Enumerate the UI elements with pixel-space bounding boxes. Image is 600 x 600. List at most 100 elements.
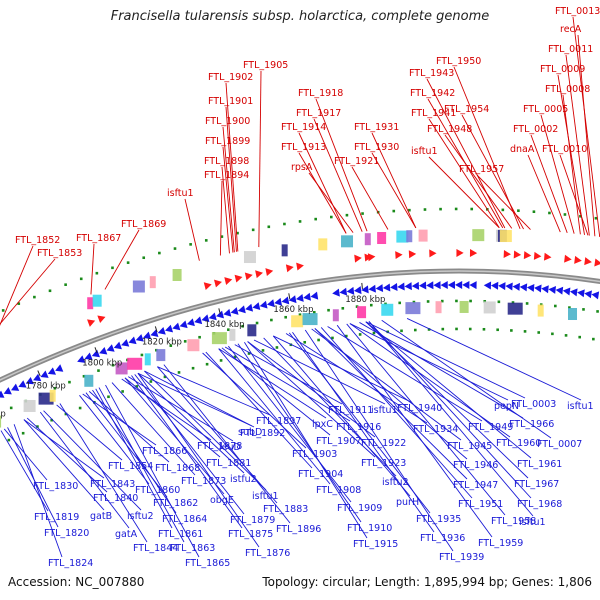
scale-tick-label: 1860 kbp [273, 305, 313, 315]
forward-leader-line [371, 132, 417, 229]
track-dot [270, 318, 273, 322]
track-dot [191, 366, 195, 370]
reverse-gene-arrow [91, 349, 100, 358]
reverse-gene-label: FTL_1865 [185, 558, 230, 569]
reverse-leader-line [304, 329, 454, 552]
forward-leader-line [559, 154, 589, 236]
track-dot [189, 243, 192, 246]
track-dot [596, 310, 599, 313]
track-dot [439, 207, 442, 211]
track-dot [68, 380, 71, 384]
reverse-gene-label: FTL_1824 [48, 558, 93, 569]
reverse-leader-line [137, 372, 260, 548]
reverse-gene-label: FTL_1945 [447, 441, 492, 452]
reverse-gene-arrow [194, 316, 203, 325]
feature-color-blocks [0, 229, 578, 428]
track-dot [345, 334, 348, 338]
reverse-leader-line [26, 417, 108, 493]
reverse-gene-label: FTL_1883 [263, 504, 308, 515]
forward-gene-label: FTL_1931 [354, 122, 399, 133]
forward-leader-line [219, 180, 223, 256]
reverse-gene-label: FTL_1967 [514, 479, 559, 490]
forward-leader-line [562, 94, 581, 235]
forward-leader-line [565, 54, 590, 236]
reverse-leader-line [247, 341, 376, 458]
inner-feature-block [507, 302, 523, 315]
forward-leader-line [258, 70, 262, 248]
forward-gene-arrow [584, 257, 592, 266]
inner-feature-block [0, 415, 2, 428]
reverse-leader-line [288, 332, 431, 514]
track-dot [345, 213, 349, 217]
forward-gene-arrow [296, 262, 304, 271]
track-dot [355, 305, 359, 308]
reverse-gene-arrow [121, 339, 130, 347]
forward-gene-arrow [364, 253, 373, 262]
forward-leader-line [428, 118, 500, 228]
forward-gene-label: rpsA [291, 162, 313, 173]
track-dot [97, 369, 100, 372]
reverse-gene-arrow [77, 355, 86, 363]
inner-feature-block [229, 328, 236, 341]
track-dot [592, 337, 595, 341]
track-dot [17, 302, 21, 305]
reverse-gene-arrow [526, 283, 535, 292]
reverse-gene-arrow [186, 318, 195, 327]
track-dot [483, 299, 487, 303]
reverse-leader-line [285, 333, 428, 424]
reverse-gene-labels: FTL_1830 FTL_1819 FTL_1820 FTL_1824 FTL_1843… [33, 399, 594, 569]
reverse-gene-arrow [216, 310, 224, 319]
forward-leader-line [90, 243, 95, 295]
forward-gene-label: FTL_1869 [121, 219, 166, 230]
reverse-gene-label: FTL_1863 [170, 543, 215, 554]
track-dot [111, 266, 114, 270]
reverse-leader-line [272, 335, 411, 497]
track-dot [163, 375, 167, 379]
reverse-leader-line [98, 387, 185, 543]
reverse-leader-line [131, 375, 243, 529]
topology-text: Topology: circular; Length: 1,895,994 bp… [262, 575, 592, 589]
track-dot [470, 207, 474, 211]
reverse-gene-arrow [483, 281, 492, 290]
forward-gene-label: FTL_1901 [208, 96, 253, 107]
inner-feature-block [302, 313, 318, 326]
reverse-gene-label: FTL_1966 [509, 419, 554, 430]
track-dot [183, 340, 187, 343]
forward-gene-arrow [564, 254, 572, 263]
reverse-gene-label: FTL_1960 [496, 438, 541, 449]
reverse-gene-label: FTL_1843 [90, 479, 135, 490]
forward-gene-arrow [395, 251, 403, 260]
inner-feature-block [435, 301, 442, 314]
track-dot [412, 300, 416, 304]
track-dot [392, 209, 396, 213]
forward-gene-label: recA [560, 24, 582, 35]
reverse-leader-line [13, 424, 63, 558]
track-dot [497, 300, 501, 304]
track-dot [440, 299, 444, 303]
scale-tick-label: 1760 kbp [0, 409, 6, 419]
reverse-gene-label: pepN [494, 401, 519, 412]
reverse-leader-line [163, 364, 291, 524]
reverse-gene-arrow [555, 286, 564, 295]
reverse-gene-arrow [223, 308, 232, 317]
inner-feature-block [187, 339, 200, 352]
reverse-leader-line [23, 419, 105, 479]
reverse-gene-arrow [382, 283, 391, 292]
reverse-leader-line [346, 323, 506, 516]
forward-gene-arrow [469, 249, 478, 258]
track-dot [7, 438, 11, 442]
track-dot [455, 327, 458, 331]
reverse-gene-arrow [150, 329, 159, 337]
reverse-gene-label: FTL_1854 [108, 461, 153, 472]
reverse-gene-label: FTL_1861 [158, 529, 203, 540]
reverse-gene-label: FTL_1907 [316, 436, 361, 447]
scale-tick [154, 326, 158, 333]
forward-gene-label: FTL_1899 [205, 136, 250, 147]
reverse-leader-line [365, 321, 532, 459]
forward-gene-arrow [224, 277, 233, 285]
track-dot [251, 228, 255, 232]
track-dot [36, 425, 39, 428]
outer-feature-block [92, 294, 102, 307]
track-dot [548, 211, 551, 215]
